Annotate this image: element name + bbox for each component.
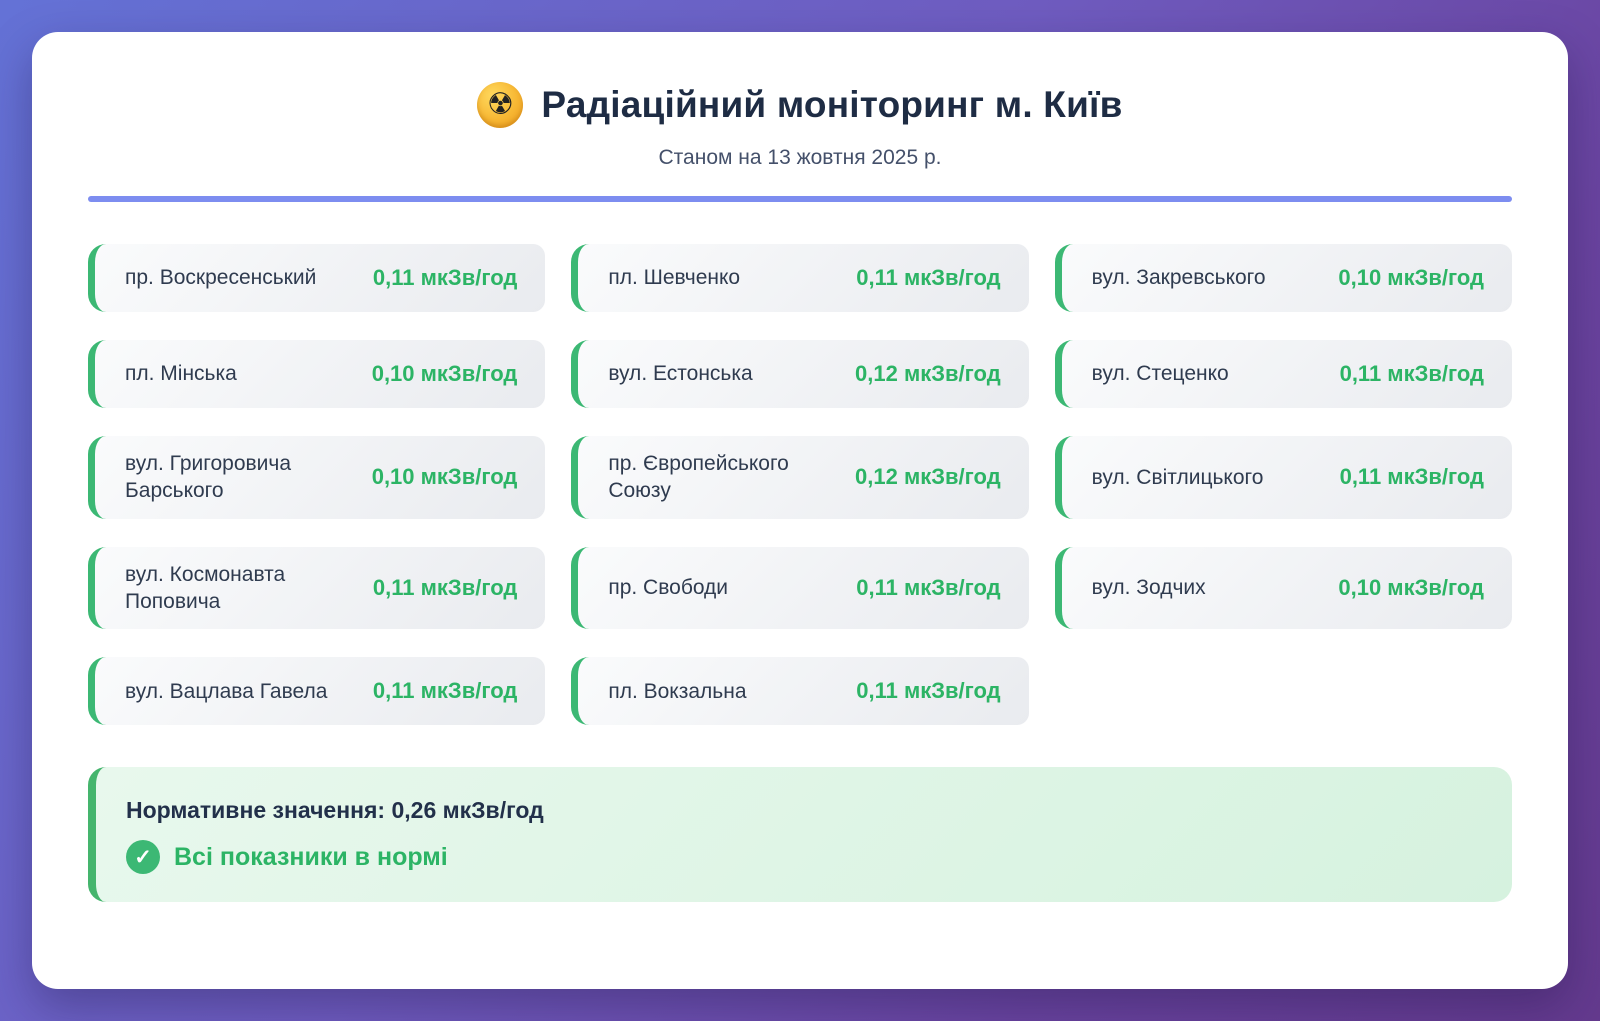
station-name: пр. Воскресенський xyxy=(125,266,317,290)
norm-value-text: Нормативне значення: 0,26 мкЗв/год xyxy=(126,797,544,824)
station-value: 0,10 мкЗв/год xyxy=(1338,265,1484,290)
station-value: 0,11 мкЗв/год xyxy=(372,678,518,704)
status-line: ✓ Всі показники в нормі xyxy=(126,840,1474,875)
check-icon: ✓ xyxy=(126,840,160,875)
station-name: вул. Вацлава Гавела xyxy=(125,679,328,703)
station-card: вул. Зодчих 0,10 мкЗв/год xyxy=(1054,546,1512,630)
station-card: пр. Свободи 0,11 мкЗв/год xyxy=(571,546,1029,630)
title-row: ☢ Радіаційний моніторинг м. Київ xyxy=(88,82,1512,128)
station-name: пр. Свободи xyxy=(608,576,729,600)
station-name: пл. Мінська xyxy=(125,362,237,386)
station-value: 0,11 мкЗв/год xyxy=(372,265,518,290)
station-name: вул. Естонська xyxy=(608,362,753,386)
header-divider xyxy=(88,196,1512,202)
station-card: вул. Стеценко 0,11 мкЗв/год xyxy=(1054,340,1512,408)
station-name: пл. Вокзальна xyxy=(608,679,747,703)
header: ☢ Радіаційний моніторинг м. Київ Станом … xyxy=(88,82,1512,202)
station-value: 0,11 мкЗв/год xyxy=(856,678,1001,704)
report-date: Станом на 13 жовтня 2025 р. xyxy=(658,146,942,169)
monitoring-panel: ☢ Радіаційний моніторинг м. Київ Станом … xyxy=(32,32,1568,989)
station-value: 0,10 мкЗв/год xyxy=(371,464,518,490)
station-card: пл. Мінська 0,10 мкЗв/год xyxy=(88,340,546,408)
station-card: вул. Григоровича Барського 0,10 мкЗв/год xyxy=(88,436,546,519)
station-card: вул. Закревського 0,10 мкЗв/год xyxy=(1054,244,1512,312)
station-name: вул. Закревського xyxy=(1091,266,1266,290)
station-value: 0,10 мкЗв/год xyxy=(1338,574,1484,600)
station-name: вул. Стеценко xyxy=(1091,362,1229,386)
station-name: вул. Космонавта Поповича xyxy=(125,562,286,613)
station-card: пр. Європейського Союзу 0,12 мкЗв/год xyxy=(571,436,1029,519)
station-name: пл. Шевченко xyxy=(608,266,741,290)
station-name: пр. Європейського Союзу xyxy=(608,452,789,503)
station-value: 0,11 мкЗв/год xyxy=(1339,464,1484,490)
status-text: Всі показники в нормі xyxy=(174,842,448,871)
station-value: 0,11 мкЗв/год xyxy=(856,574,1001,600)
radioactive-icon: ☢ xyxy=(477,82,524,128)
station-card: пр. Воскресенський 0,11 мкЗв/год xyxy=(88,244,546,312)
station-value: 0,12 мкЗв/год xyxy=(855,464,1001,490)
station-value: 0,10 мкЗв/год xyxy=(371,361,518,386)
station-card: вул. Світлицького 0,11 мкЗв/год xyxy=(1054,436,1512,519)
station-card: вул. Естонська 0,12 мкЗв/год xyxy=(571,340,1029,408)
station-value: 0,11 мкЗв/год xyxy=(372,574,518,600)
station-name: вул. Григоровича Барського xyxy=(125,452,292,503)
summary-notice: Нормативне значення: 0,26 мкЗв/год ✓ Всі… xyxy=(88,767,1512,903)
station-value: 0,11 мкЗв/год xyxy=(1339,361,1484,386)
stations-grid: пр. Воскресенський 0,11 мкЗв/год пл. Шев… xyxy=(88,244,1512,726)
page-title: Радіаційний моніторинг м. Київ xyxy=(541,84,1123,125)
station-value: 0,11 мкЗв/год xyxy=(856,265,1001,290)
station-card: вул. Вацлава Гавела 0,11 мкЗв/год xyxy=(88,657,546,726)
station-value: 0,12 мкЗв/год xyxy=(855,361,1001,386)
station-name: вул. Зодчих xyxy=(1091,576,1206,600)
station-card: вул. Космонавта Поповича 0,11 мкЗв/год xyxy=(88,546,546,630)
station-name: вул. Світлицького xyxy=(1091,465,1264,489)
station-card: пл. Шевченко 0,11 мкЗв/год xyxy=(571,244,1029,312)
station-card: пл. Вокзальна 0,11 мкЗв/год xyxy=(571,657,1029,726)
